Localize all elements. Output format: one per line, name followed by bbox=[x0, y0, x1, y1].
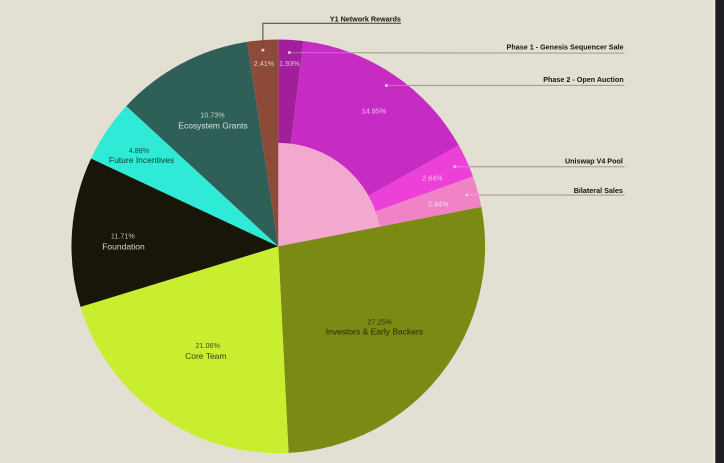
svg-text:4.88%: 4.88% bbox=[129, 146, 150, 155]
svg-text:Phase 1 - Genesis Sequencer Sa: Phase 1 - Genesis Sequencer Sale bbox=[507, 42, 624, 51]
svg-text:10.73%: 10.73% bbox=[200, 111, 225, 120]
svg-text:Ecosystem Grants: Ecosystem Grants bbox=[178, 121, 247, 131]
svg-text:21.06%: 21.06% bbox=[196, 341, 221, 350]
svg-text:Uniswap V4 Pool: Uniswap V4 Pool bbox=[565, 156, 623, 165]
svg-text:Investors & Early Backers: Investors & Early Backers bbox=[326, 327, 423, 337]
svg-text:27.25%: 27.25% bbox=[367, 317, 392, 326]
svg-text:Foundation: Foundation bbox=[102, 242, 145, 252]
svg-text:Y1 Network Rewards: Y1 Network Rewards bbox=[330, 14, 401, 23]
svg-text:2.64%: 2.64% bbox=[422, 174, 443, 183]
svg-text:2.41%: 2.41% bbox=[254, 59, 275, 68]
svg-text:Phase 2 - Open Auction: Phase 2 - Open Auction bbox=[543, 75, 623, 84]
svg-text:Future Incentives: Future Incentives bbox=[109, 155, 174, 165]
svg-text:14.95%: 14.95% bbox=[362, 107, 387, 116]
svg-text:Bilateral Sales: Bilateral Sales bbox=[574, 186, 623, 195]
svg-text:2.44%: 2.44% bbox=[428, 199, 449, 208]
svg-text:11.71%: 11.71% bbox=[111, 232, 135, 241]
svg-text:Core Team: Core Team bbox=[185, 351, 226, 361]
svg-text:1.93%: 1.93% bbox=[279, 59, 300, 68]
